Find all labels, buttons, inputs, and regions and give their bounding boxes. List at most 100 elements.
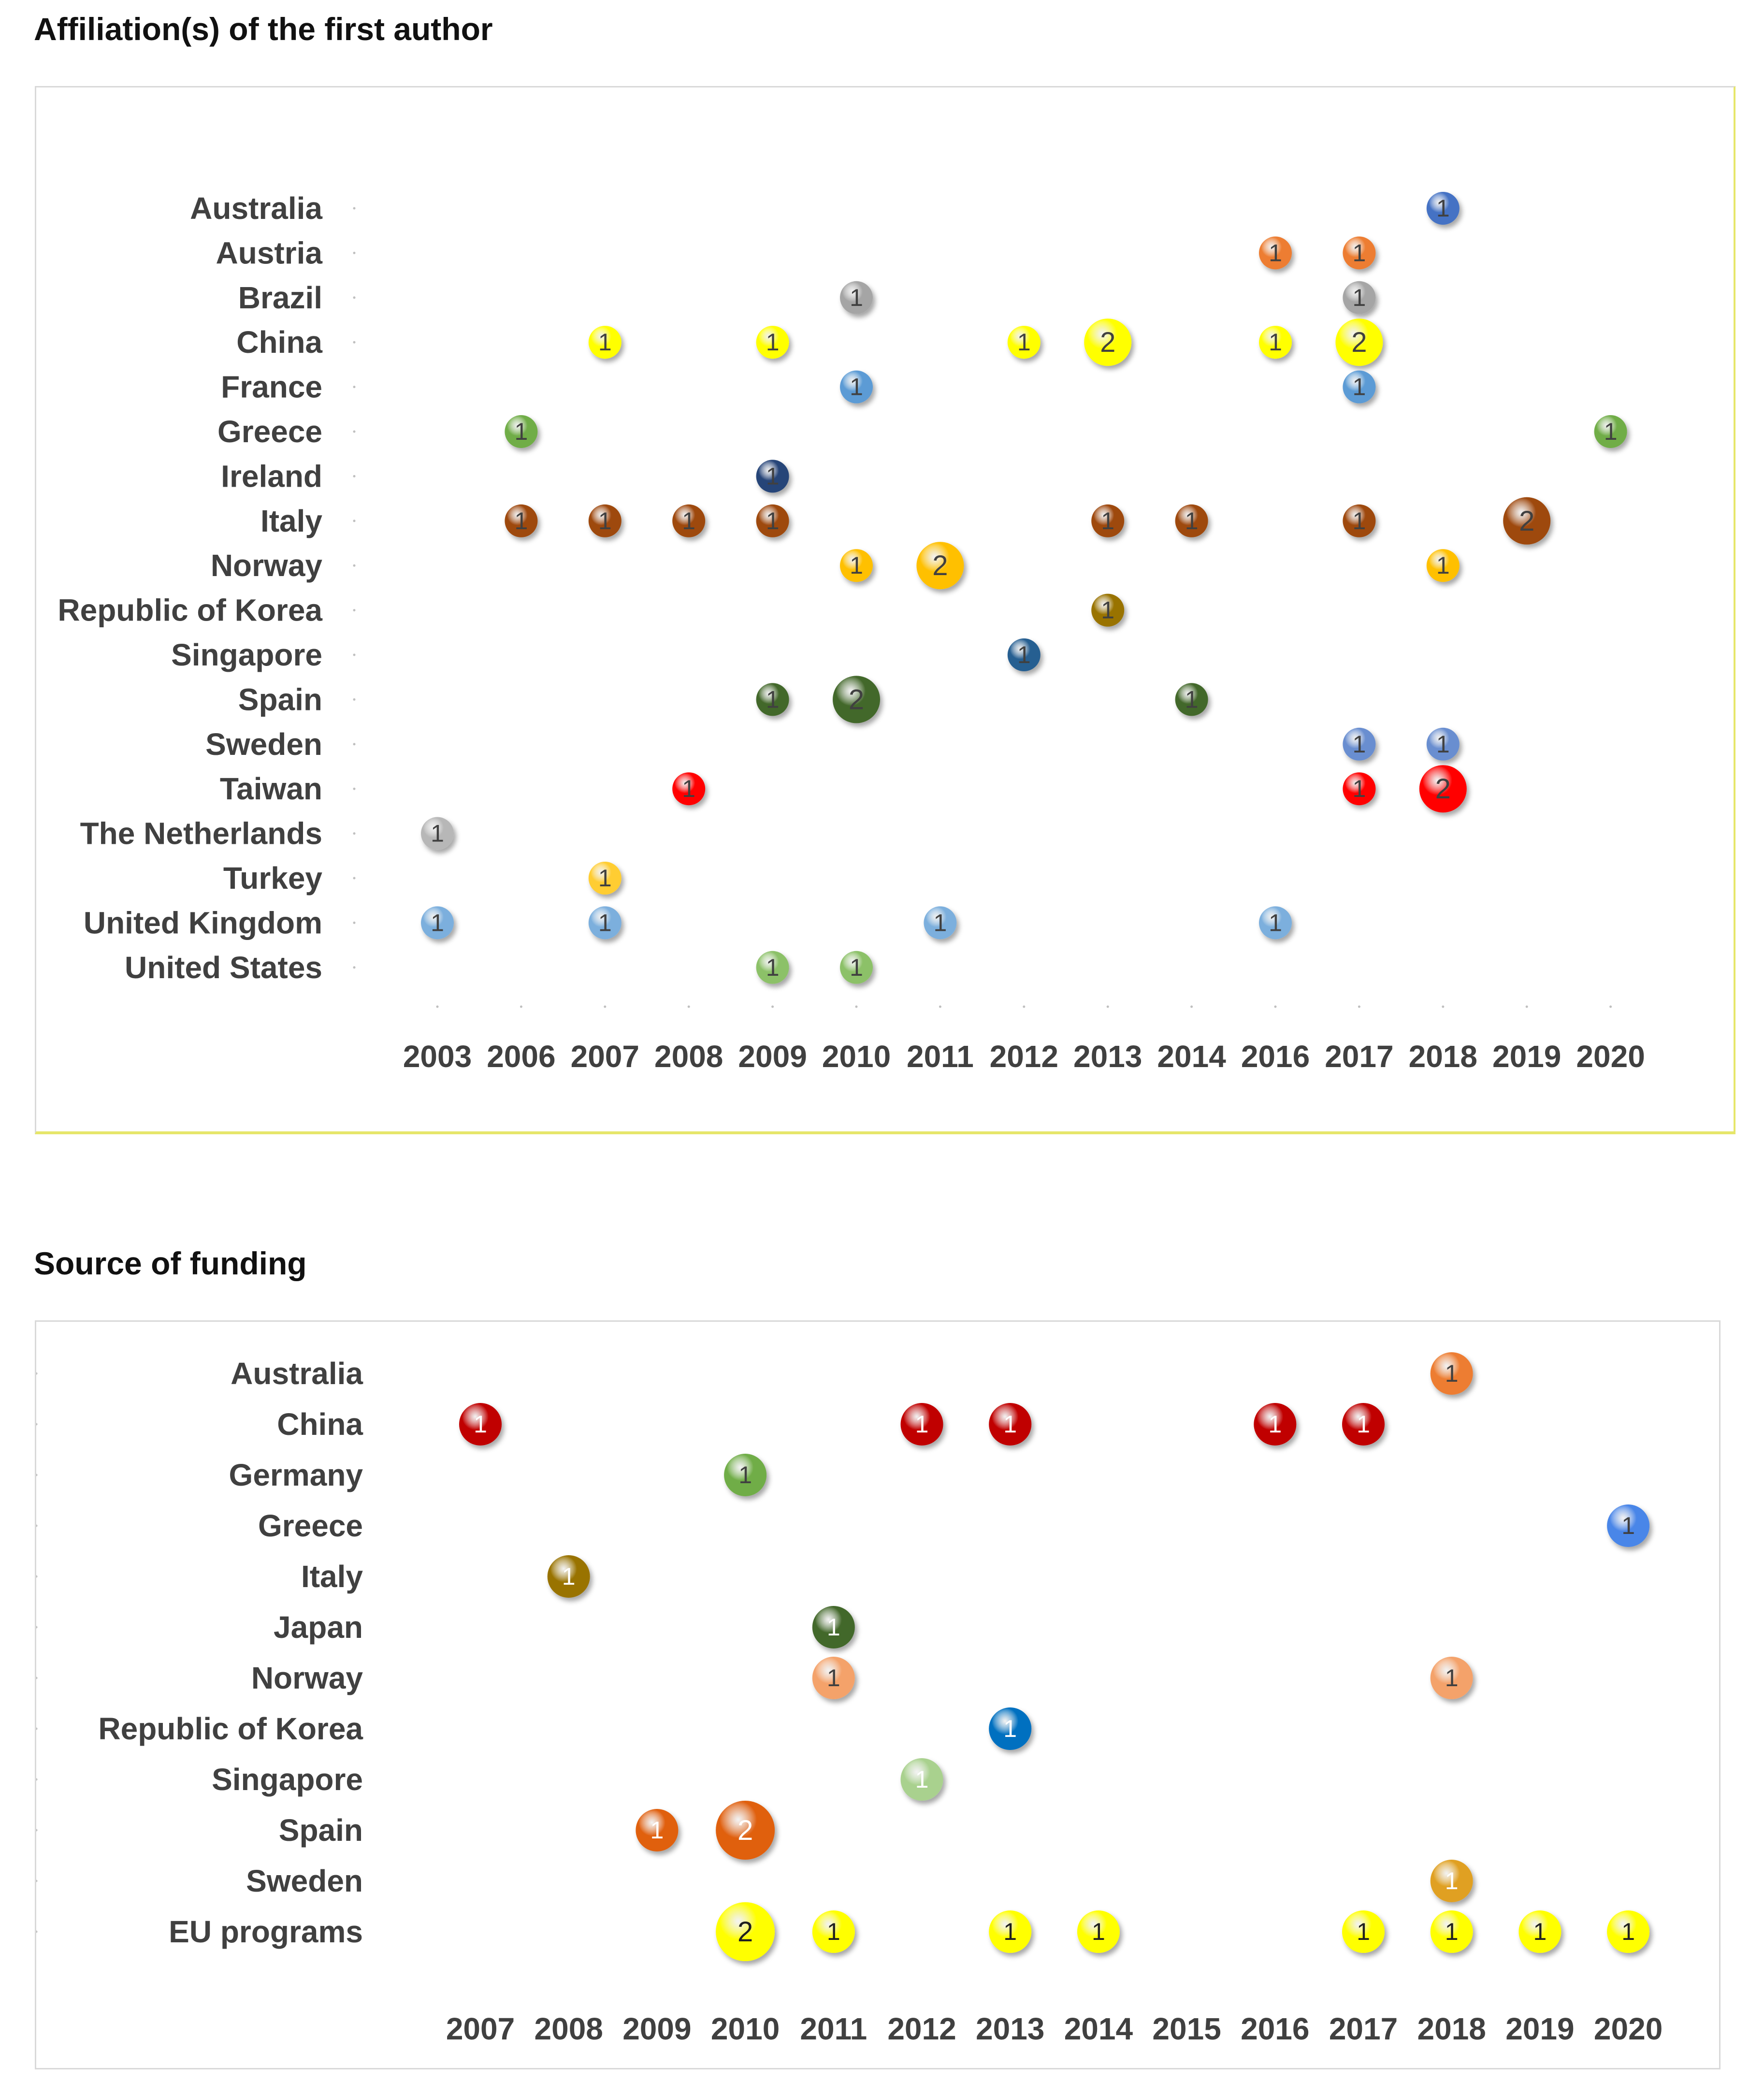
bubble-value: 1	[1268, 1411, 1282, 1438]
bubble-value: 1	[766, 686, 780, 713]
bubble-china-2017: 2	[1335, 318, 1383, 366]
bubble-france-2010: 1	[840, 370, 873, 404]
bubble-circle	[588, 326, 622, 359]
bubble-value: 1	[1003, 1918, 1017, 1945]
bubble-value: 1	[1092, 1918, 1105, 1945]
bubble-spain-2010: 2	[833, 676, 880, 723]
bubble-united-kingdom-2003: 1	[421, 906, 454, 940]
y-tick	[353, 207, 356, 210]
bubble-norway-2011: 1	[812, 1657, 855, 1699]
bubble-circle	[1254, 1403, 1297, 1446]
bubble-japan-2011: 1	[812, 1606, 855, 1648]
bubble-circle	[1091, 593, 1125, 627]
bubble-united-kingdom-2011: 1	[924, 906, 957, 940]
bubble-circle	[756, 326, 789, 359]
y-tick	[35, 1879, 38, 1882]
x-label-2011: 2011	[907, 1039, 974, 1074]
x-label-2010: 2010	[711, 2011, 780, 2046]
y-label-germany: Germany	[229, 1458, 363, 1492]
bubble-china-2007: 1	[588, 326, 622, 359]
bubble-italy-2009: 1	[756, 504, 789, 537]
bubble-circle	[1091, 504, 1125, 537]
y-label-norway: Norway	[211, 548, 323, 583]
bubble-circle	[1175, 683, 1208, 716]
bubble-eu-programs-2014: 1	[1077, 1910, 1120, 1953]
bubble-value: 1	[682, 775, 695, 802]
x-label-2017: 2017	[1325, 1039, 1393, 1074]
bubble-circle	[916, 542, 964, 590]
bubble-circle	[636, 1809, 679, 1851]
bubble-circle	[1343, 727, 1376, 761]
bubble-value: 1	[1621, 1918, 1635, 1945]
bubble-italy-2008: 1	[672, 504, 706, 537]
bubble-value: 1	[850, 954, 863, 981]
bubble-australia-2018: 1	[1426, 192, 1460, 225]
y-tick	[35, 1372, 38, 1375]
bubble-value: 2	[1435, 773, 1451, 805]
y-label-republic-of-korea: Republic of Korea	[98, 1711, 363, 1746]
y-tick	[353, 877, 356, 880]
x-label-2007: 2007	[571, 1039, 639, 1074]
bubble-value: 1	[1357, 1918, 1370, 1945]
bubble-republic-of-korea-2013: 1	[1091, 593, 1125, 627]
bubble-value: 1	[1003, 1715, 1017, 1742]
bubble-united-kingdom-2007: 1	[588, 906, 622, 940]
x-label-2011: 2011	[800, 2011, 867, 2046]
y-label-china: China	[236, 325, 322, 360]
y-tick	[353, 787, 356, 790]
x-tick	[1609, 1005, 1612, 1008]
bubble-brazil-2017: 1	[1343, 281, 1376, 314]
bubble-circle	[505, 504, 538, 537]
bubble-singapore-2012: 1	[900, 1758, 943, 1801]
bubble-sweden-2017: 1	[1343, 727, 1376, 761]
bubble-china-2012: 1	[900, 1403, 943, 1446]
y-label-australia: Australia	[231, 1356, 363, 1391]
y-tick	[353, 520, 356, 522]
bubble-circle	[1343, 281, 1376, 314]
bubble-circle	[840, 370, 873, 404]
bubble-circle	[840, 281, 873, 314]
y-label-austria: Austria	[216, 235, 323, 270]
bubble-italy-2014: 1	[1175, 504, 1208, 537]
x-label-2007: 2007	[446, 2011, 515, 2046]
bubble-sweden-2018: 1	[1430, 1860, 1473, 1902]
bubble-china-2007: 1	[459, 1403, 502, 1446]
y-tick	[353, 251, 356, 254]
bubble-value: 1	[650, 1817, 664, 1844]
bubble-spain-2009: 1	[756, 683, 789, 716]
bubble-circle	[812, 1657, 855, 1699]
y-tick	[35, 1677, 38, 1679]
y-tick	[35, 1829, 38, 1832]
y-label-sweden: Sweden	[246, 1864, 363, 1898]
bubble-circle	[1343, 504, 1376, 537]
bubble-value: 1	[850, 374, 863, 401]
bubble-china-2013: 1	[989, 1403, 1032, 1446]
bubble-value: 1	[850, 284, 863, 311]
bubble-circle	[1084, 318, 1132, 366]
bubble-circle	[421, 817, 454, 850]
y-label-eu-programs: EU programs	[169, 1914, 363, 1949]
y-tick	[353, 296, 356, 299]
y-label-brazil: Brazil	[238, 280, 322, 315]
y-tick	[35, 1727, 38, 1730]
bubble-spain-2014: 1	[1175, 683, 1208, 716]
bubble-circle	[1426, 549, 1460, 582]
x-tick	[687, 1005, 690, 1008]
bubble-brazil-2010: 1	[840, 281, 873, 314]
y-label-republic-of-korea: Republic of Korea	[58, 593, 322, 628]
bubble-value: 1	[1604, 418, 1618, 445]
bubble-italy-2008: 1	[547, 1555, 590, 1598]
x-label-2008: 2008	[535, 2011, 603, 2046]
bubble-circle	[716, 1801, 775, 1860]
bubble-value: 1	[1352, 507, 1366, 535]
bubble-eu-programs-2013: 1	[989, 1910, 1032, 1953]
y-tick	[353, 743, 356, 746]
bubble-value: 1	[827, 1664, 840, 1691]
bubble-united-kingdom-2016: 1	[1259, 906, 1292, 940]
bubble-circle	[812, 1910, 855, 1953]
bubble-value: 1	[738, 1461, 752, 1489]
x-label-2018: 2018	[1409, 1039, 1477, 1074]
bubble-value: 2	[1351, 327, 1367, 358]
chart1-panel: Australia Austria Brazil China France Greece I…	[35, 86, 1735, 1134]
bubble-value: 1	[1269, 329, 1282, 356]
